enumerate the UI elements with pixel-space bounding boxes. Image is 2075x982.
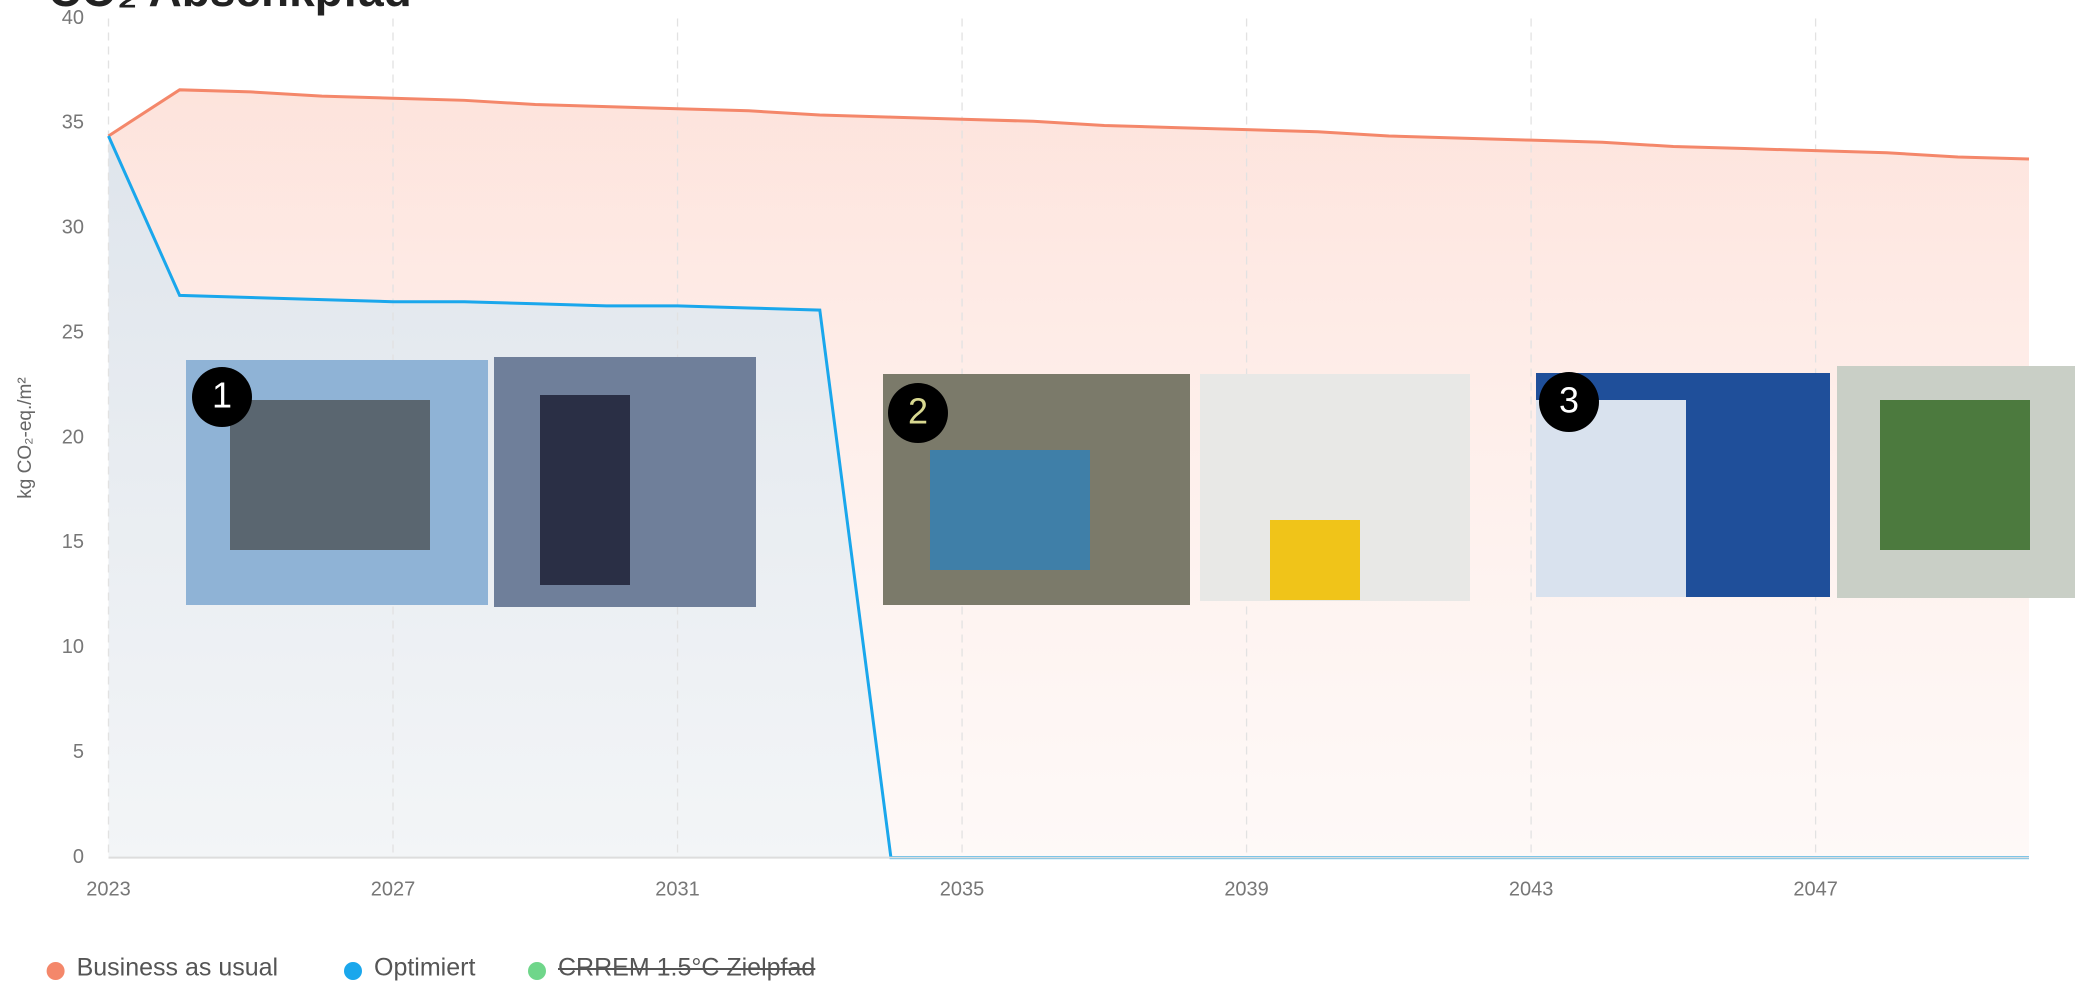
legend-label[interactable]: Business as usual (77, 954, 279, 982)
y-tick-label: 25 (62, 321, 84, 343)
photo-detail (1270, 520, 1360, 600)
y-tick-label: 30 (62, 217, 84, 239)
y-tick-label: 40 (62, 7, 84, 29)
y-tick-label: 5 (73, 741, 84, 763)
badge (888, 383, 948, 443)
legend-marker (344, 962, 362, 980)
photos: 1 2 3 (186, 357, 2075, 607)
x-tick-label: 2031 (655, 878, 700, 900)
x-tick-label: 2039 (1224, 878, 1269, 900)
chart-title: CO₂ Absenkpfad (48, 0, 412, 16)
y-tick-label: 0 (73, 846, 84, 868)
badge (192, 367, 252, 427)
y-tick-label: 15 (62, 531, 84, 553)
line (107, 88, 2030, 161)
x-tick-label: 2047 (1793, 878, 1838, 900)
badge-label: 2 (908, 391, 928, 432)
y-tick-label: 10 (62, 636, 84, 658)
badge-label: 1 (212, 375, 232, 416)
photo-detail (1536, 400, 1686, 597)
legend-marker (46, 962, 65, 980)
legend-marker (528, 962, 546, 980)
y-tick-label: 20 (62, 426, 84, 448)
badge-label: 3 (1559, 380, 1579, 421)
badge (1539, 372, 1599, 432)
legend-label[interactable]: CRREM 1.5°C Zielpfad (558, 954, 815, 982)
x-tick-label: 2043 (1509, 878, 1554, 900)
photo-detail (930, 450, 1090, 570)
area (108, 135, 2029, 858)
photo-detail (540, 395, 630, 585)
x-tick-label: 2027 (371, 878, 416, 900)
legend-label[interactable]: Optimiert (374, 954, 475, 982)
y-axis-label: kg CO₂-eq./m² (15, 377, 36, 498)
y-tick-label: 35 (62, 112, 84, 134)
photo-detail (230, 400, 430, 550)
x-tick-label: 2023 (86, 878, 131, 900)
photo-detail (1880, 400, 2030, 550)
x-tick-label: 2035 (940, 878, 985, 900)
